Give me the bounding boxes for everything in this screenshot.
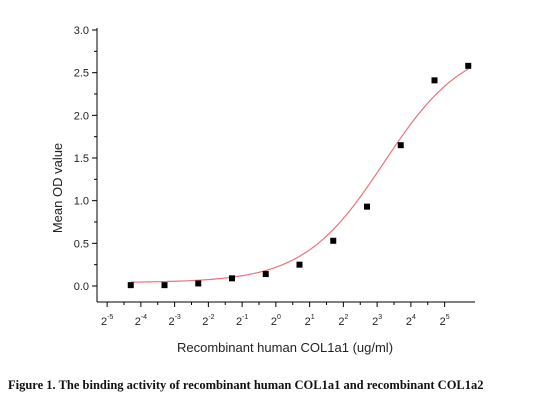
x-tick-label: 23	[372, 314, 382, 328]
fit-curve	[130, 68, 469, 283]
data-point	[195, 280, 202, 287]
x-tick-label: 2-3	[168, 314, 180, 328]
data-point	[161, 282, 168, 289]
x-tick-label: 21	[305, 314, 315, 328]
x-tick-label: 22	[338, 314, 348, 328]
data-point	[127, 282, 134, 289]
x-axis: 2-5 2-4 2-3 2-2 2-1 20 21 22 23 24 25	[97, 301, 475, 328]
figure-caption: Figure 1. The binding activity of recomb…	[8, 378, 484, 392]
x-tick-label: 2-2	[202, 314, 214, 328]
x-tick-label: 2-5	[101, 314, 113, 328]
data-point	[330, 237, 337, 244]
y-tick-label: 2.5	[74, 68, 89, 80]
data-points	[127, 62, 472, 289]
y-tick-label: 1.0	[74, 196, 89, 208]
x-tick-label: 2-4	[135, 314, 147, 328]
data-point	[229, 275, 235, 282]
x-tick-label: 25	[440, 314, 450, 328]
y-tick-label: 3.0	[74, 25, 89, 37]
data-point	[397, 142, 404, 149]
data-point	[262, 271, 269, 278]
data-point	[296, 261, 303, 268]
y-tick-label: 0.5	[74, 238, 89, 250]
y-tick-label: 1.5	[74, 153, 89, 165]
x-axis-label: Recombinant human COL1a1 (ug/ml)	[177, 340, 393, 355]
x-tick-label: 24	[406, 314, 416, 328]
chart: 0.00.51.01.52.02.53.0 2-5 2-4 2-3 2-2 2-1 20 2…	[50, 25, 475, 355]
y-tick-label: 0.0	[74, 281, 89, 293]
y-tick-label: 2.0	[74, 110, 89, 122]
data-point	[465, 62, 472, 69]
data-point	[431, 77, 438, 84]
x-tick-label: 2-1	[236, 314, 248, 328]
x-tick-label: 20	[271, 314, 281, 328]
y-axis-label: Mean OD value	[50, 143, 65, 233]
y-axis: 0.0 0.5 1.0 1.5 2.0 2.5 3.0	[74, 25, 98, 302]
data-point	[364, 203, 370, 210]
